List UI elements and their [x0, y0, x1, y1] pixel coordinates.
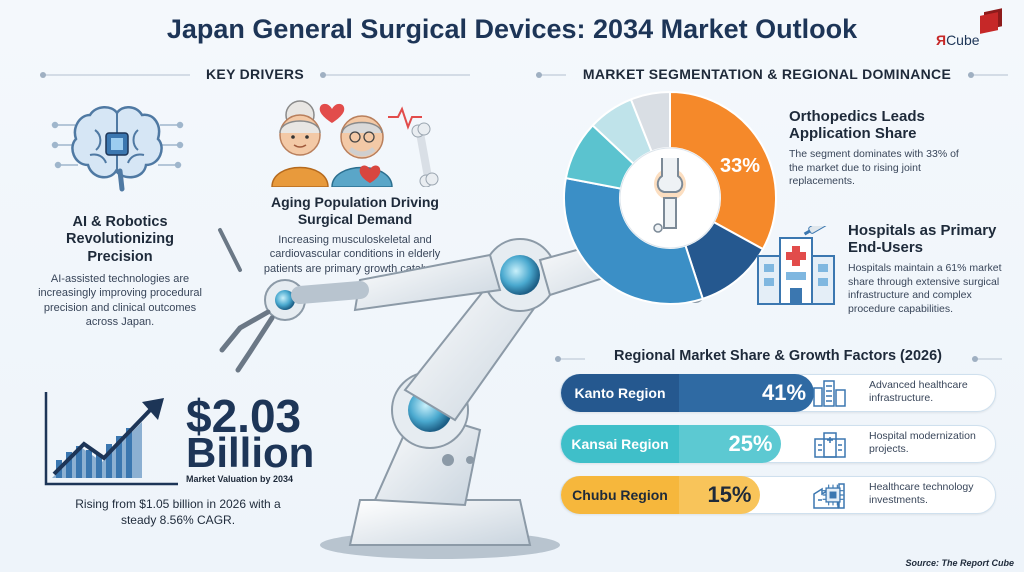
region-growth-factor: Hospital modernization projects.: [869, 430, 976, 456]
hospital-building-icon: [814, 432, 846, 458]
cube-icon: [980, 12, 998, 34]
regional-heading: Regional Market Share & Growth Factors (…: [614, 348, 942, 364]
chip-icon: [822, 484, 844, 506]
region-row: 41% Kanto Region Advanced healthcare infra…: [560, 373, 996, 412]
region-share-value: 15%: [707, 481, 752, 507]
hospitals-title: Hospitals as Primary End-Users: [848, 222, 997, 257]
valuation-unit: Billion: [186, 429, 315, 476]
report-cube-logo: ЯCube: [930, 12, 1002, 54]
valuation-growth-text: Rising from $1.05 billion in 2026 with a…: [75, 497, 281, 527]
divider: [320, 74, 470, 76]
growth-chart-icon: [44, 392, 178, 486]
divider: [40, 74, 190, 76]
knee-joint-icon: [653, 158, 686, 233]
divider: [972, 358, 1002, 360]
region-growth-factor: Advanced healthcare infrastructure.: [869, 379, 968, 405]
aging-driver-title: Aging Population Driving Surgical Demand: [271, 194, 439, 227]
valuation-amount: $2.03: [186, 390, 302, 442]
region-name: Chubu Region: [561, 475, 679, 514]
logo-text: Cube: [946, 32, 980, 48]
logo-mark: Я: [936, 32, 947, 48]
ortho-body: The segment dominates with 33% of the ma…: [789, 148, 959, 188]
region-share-bar: 15%: [673, 475, 760, 514]
page-title: Japan General Surgical Devices: 2034 Mar…: [166, 14, 858, 44]
elderly-couple-icon: [271, 100, 439, 187]
divider: [968, 74, 1008, 76]
donut-label: 33%: [720, 155, 760, 177]
region-row: 15% Chubu Region Healthcare technology inv…: [560, 475, 996, 514]
ortho-title: Orthopedics Leads Application Share: [789, 108, 925, 143]
hospital-icon: [757, 226, 835, 305]
valuation-caption: Market Valuation by 2034: [186, 474, 294, 484]
region-row: 25% Kansai Region Hospital modernization p…: [560, 424, 996, 463]
region-share-value: 41%: [762, 379, 807, 405]
region-share-bar: 41%: [673, 373, 815, 412]
source-note: Source: The Report Cube: [905, 558, 1014, 568]
region-growth-factor: Healthcare technology investments.: [869, 481, 974, 507]
region-share-value: 25%: [728, 430, 773, 456]
segmentation-heading: MARKET SEGMENTATION & REGIONAL DOMINANCE: [582, 66, 952, 82]
ai-brain-icon: [51, 106, 184, 192]
ai-driver-body: AI-assisted technologies are increasingl…: [38, 273, 202, 328]
region-name: Kansai Region: [561, 424, 679, 463]
key-drivers-heading: KEY DRIVERS: [206, 66, 304, 82]
region-name: Kanto Region: [561, 373, 679, 412]
region-share-bar: 25%: [673, 424, 781, 463]
hospitals-body: Hospitals maintain a 61% market share th…: [848, 262, 1002, 315]
ai-driver-title: AI & Robotics Revolutionizing Precision: [66, 214, 174, 265]
city-buildings-icon: [813, 380, 846, 407]
application-share-donut: 33%: [563, 90, 777, 305]
divider: [555, 358, 585, 360]
divider: [536, 74, 566, 76]
